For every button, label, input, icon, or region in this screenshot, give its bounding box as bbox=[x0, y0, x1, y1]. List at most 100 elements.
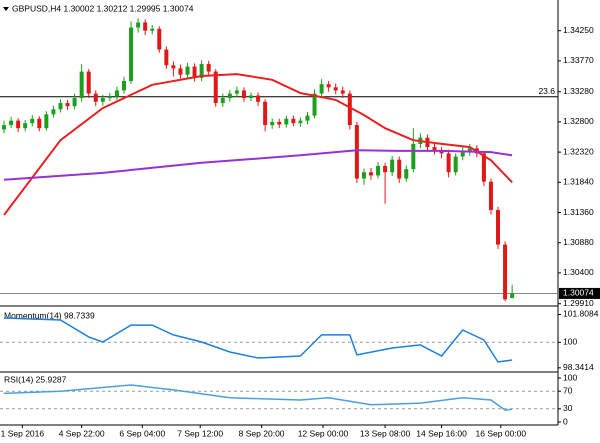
candle-body bbox=[263, 101, 268, 126]
candle-body bbox=[361, 172, 366, 179]
candle-body bbox=[234, 90, 239, 94]
candle-body bbox=[114, 90, 119, 97]
candle-body bbox=[453, 156, 458, 173]
candle-body bbox=[129, 27, 134, 82]
candle-body bbox=[220, 98, 225, 104]
candle-body bbox=[150, 28, 155, 31]
y-tick-label: 1.32800 bbox=[563, 116, 594, 126]
candle-body bbox=[510, 293, 515, 298]
candle-body bbox=[404, 169, 409, 179]
candle-body bbox=[121, 81, 126, 91]
candle-body bbox=[432, 147, 437, 151]
candle-body bbox=[2, 125, 7, 130]
candle-body bbox=[86, 71, 91, 94]
y-tick-label: 70 bbox=[563, 385, 573, 395]
x-tick-label: 8 Sep 20:00 bbox=[239, 428, 285, 438]
moving-average bbox=[3, 149, 513, 181]
candle-body bbox=[397, 159, 402, 179]
indicator-line bbox=[3, 384, 513, 411]
candle-body bbox=[298, 120, 303, 124]
y-tick-label: 0 bbox=[563, 416, 568, 426]
candle-body bbox=[467, 148, 472, 153]
y-tick-label: 1.31360 bbox=[563, 207, 594, 217]
candle-body bbox=[65, 103, 70, 107]
candle-body bbox=[136, 22, 141, 28]
candle-body bbox=[460, 152, 465, 157]
candle-body bbox=[390, 159, 395, 173]
candle-body bbox=[376, 165, 381, 176]
y-tick-label: 1.30880 bbox=[563, 237, 594, 247]
x-tick-label: 14 Sep 16:00 bbox=[416, 428, 467, 438]
x-tick-label: 13 Sep 08:00 bbox=[360, 428, 411, 438]
candle-body bbox=[326, 84, 331, 88]
current-price-label: 1.30074 bbox=[563, 288, 594, 298]
candle-body bbox=[44, 114, 49, 129]
candle-body bbox=[213, 71, 218, 104]
y-tick-label: 98.3414 bbox=[563, 362, 594, 372]
candle-body bbox=[270, 121, 275, 126]
candle-body bbox=[199, 64, 204, 78]
y-tick-label: 30 bbox=[563, 403, 573, 413]
candle-body bbox=[256, 95, 261, 102]
y-tick-label: 100 bbox=[563, 337, 577, 347]
candle-body bbox=[143, 22, 148, 31]
candle-body bbox=[23, 123, 28, 129]
candle-body bbox=[249, 95, 254, 99]
y-tick-label: 1.33280 bbox=[563, 86, 594, 96]
candle-body bbox=[37, 118, 42, 129]
candle-body bbox=[383, 165, 388, 173]
y-tick-label: 1.31840 bbox=[563, 177, 594, 187]
candle-body bbox=[100, 98, 105, 102]
current-price-box bbox=[559, 287, 600, 299]
candle-body bbox=[340, 90, 345, 94]
panel-title: RSI(14) 25.9287 bbox=[4, 374, 67, 384]
candle-body bbox=[93, 93, 98, 102]
candle-body bbox=[368, 172, 373, 176]
panel-title: GBPUSD,H4 1.30002 1.30212 1.29995 1.3007… bbox=[12, 3, 194, 13]
candle-body bbox=[51, 109, 56, 115]
candle-body bbox=[446, 153, 451, 173]
moving-average bbox=[3, 73, 513, 216]
candle-body bbox=[206, 64, 211, 72]
x-tick-label: 16 Sep 00:00 bbox=[476, 428, 527, 438]
candle-body bbox=[58, 103, 63, 110]
y-tick-label: 1.29910 bbox=[563, 298, 594, 308]
x-tick-label: 1 Sep 2016 bbox=[1, 428, 45, 438]
menu-triangle bbox=[3, 7, 9, 11]
x-tick-label: 6 Sep 04:00 bbox=[119, 428, 165, 438]
candle-body bbox=[171, 65, 176, 69]
candle-body bbox=[503, 244, 508, 300]
y-tick-label: 100 bbox=[563, 372, 577, 382]
fib-label: 23.6 bbox=[538, 86, 555, 96]
x-tick-label: 4 Sep 22:00 bbox=[59, 428, 105, 438]
y-tick-label: 101.8084 bbox=[563, 309, 599, 319]
candle-body bbox=[72, 98, 77, 107]
candle-body bbox=[333, 87, 338, 91]
candle-body bbox=[16, 120, 21, 129]
candle-body bbox=[107, 96, 112, 99]
candle-body bbox=[227, 93, 232, 99]
candle-body bbox=[164, 49, 169, 66]
candle-body bbox=[411, 143, 416, 170]
candle-body bbox=[284, 118, 289, 125]
candle-body bbox=[185, 66, 190, 75]
candle-body bbox=[291, 118, 296, 124]
y-tick-label: 1.33770 bbox=[563, 55, 594, 65]
y-tick-label: 1.32320 bbox=[563, 146, 594, 156]
candle-body bbox=[354, 125, 359, 179]
candle-body bbox=[347, 93, 352, 126]
candle-body bbox=[277, 121, 282, 125]
x-tick-label: 12 Sep 00:00 bbox=[298, 428, 349, 438]
candle-body bbox=[481, 153, 486, 182]
candle-body bbox=[30, 118, 35, 124]
candle-body bbox=[319, 84, 324, 94]
candle-body bbox=[79, 71, 84, 99]
candle-body bbox=[178, 68, 183, 75]
x-tick-label: 7 Sep 12:00 bbox=[177, 428, 223, 438]
candle-body bbox=[157, 28, 162, 50]
candle-body bbox=[496, 209, 501, 245]
panel-title: Momentum(14) 98.7339 bbox=[4, 310, 95, 320]
